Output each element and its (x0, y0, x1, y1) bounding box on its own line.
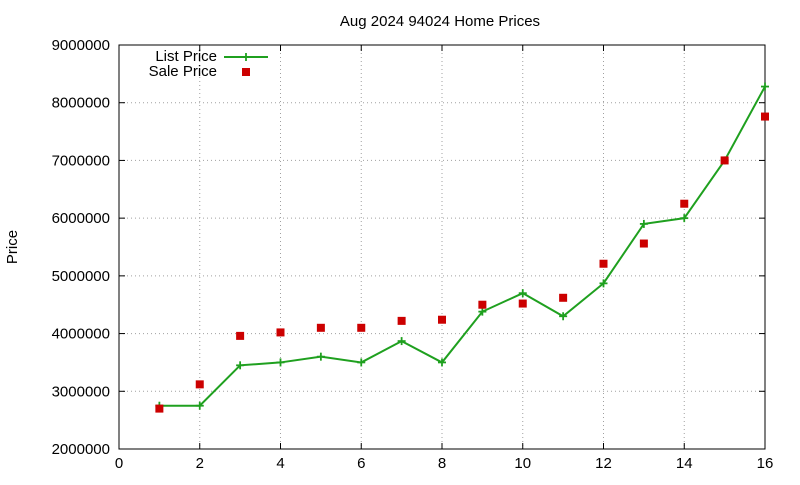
axis-ticks: 0 2 4 6 8 10 12 14 16 2000000 3000000 4000000 500000… (52, 37, 774, 472)
sale-price-point (276, 328, 285, 337)
list-price-point (236, 361, 245, 370)
list-price-point (195, 401, 204, 410)
sale-price-point (357, 323, 366, 332)
sale-price-point (680, 199, 689, 208)
sale-price-point (478, 300, 487, 309)
x-tick-label: 16 (757, 455, 774, 472)
y-tick-label: 4000000 (52, 326, 110, 343)
x-tick-label: 8 (438, 455, 446, 472)
list-price-point (639, 219, 648, 228)
list-price-point (761, 82, 769, 91)
list-price-point (397, 337, 406, 346)
legend: List Price Sale Price (149, 48, 268, 80)
x-tick-label: 4 (276, 455, 284, 472)
list-price-point (518, 289, 527, 298)
list-price-point (438, 358, 446, 367)
sale-price-point (761, 112, 769, 121)
sale-price-point (639, 239, 648, 248)
x-tick-label: 12 (595, 455, 612, 472)
sale-price-point (559, 293, 568, 302)
list-price-point (680, 214, 689, 223)
list-price-point (599, 279, 608, 288)
sale-price-point (236, 331, 245, 340)
y-axis-label: Price (4, 230, 21, 264)
y-tick-label: 2000000 (52, 441, 110, 458)
list-price-point (478, 307, 487, 316)
y-tick-label: 7000000 (52, 152, 110, 169)
sale-price-point (720, 156, 729, 165)
y-tick-label: 6000000 (52, 210, 110, 227)
list-price-point (357, 358, 366, 367)
list-price-line (159, 86, 766, 407)
legend-label-sale-price: Sale Price (149, 63, 217, 80)
chart-title: Aug 2024 94024 Home Prices (340, 13, 540, 30)
series-layer (155, 82, 769, 413)
y-tick-label: 5000000 (52, 268, 110, 285)
sale-price-point (195, 380, 204, 389)
sale-price-point (599, 259, 608, 268)
y-tick-label: 3000000 (52, 383, 110, 400)
list-price-point (316, 352, 325, 361)
list-price-point (559, 312, 568, 321)
sale-price-point (155, 404, 164, 413)
y-tick-label: 8000000 (52, 95, 110, 112)
legend-label-list-price: List Price (155, 48, 217, 65)
x-tick-label: 0 (115, 455, 123, 472)
x-tick-label: 2 (196, 455, 204, 472)
sale-price-point (397, 316, 406, 325)
list-price-point (276, 358, 285, 367)
y-tick-label: 9000000 (52, 37, 110, 54)
sale-price-point (438, 315, 446, 324)
sale-price-point (518, 299, 527, 308)
x-tick-label: 10 (514, 455, 531, 472)
legend-marker-sale-price (242, 68, 250, 76)
x-tick-label: 14 (676, 455, 693, 472)
x-tick-label: 6 (357, 455, 365, 472)
legend-marker-list-price (242, 53, 250, 61)
sale-price-point (316, 323, 325, 332)
